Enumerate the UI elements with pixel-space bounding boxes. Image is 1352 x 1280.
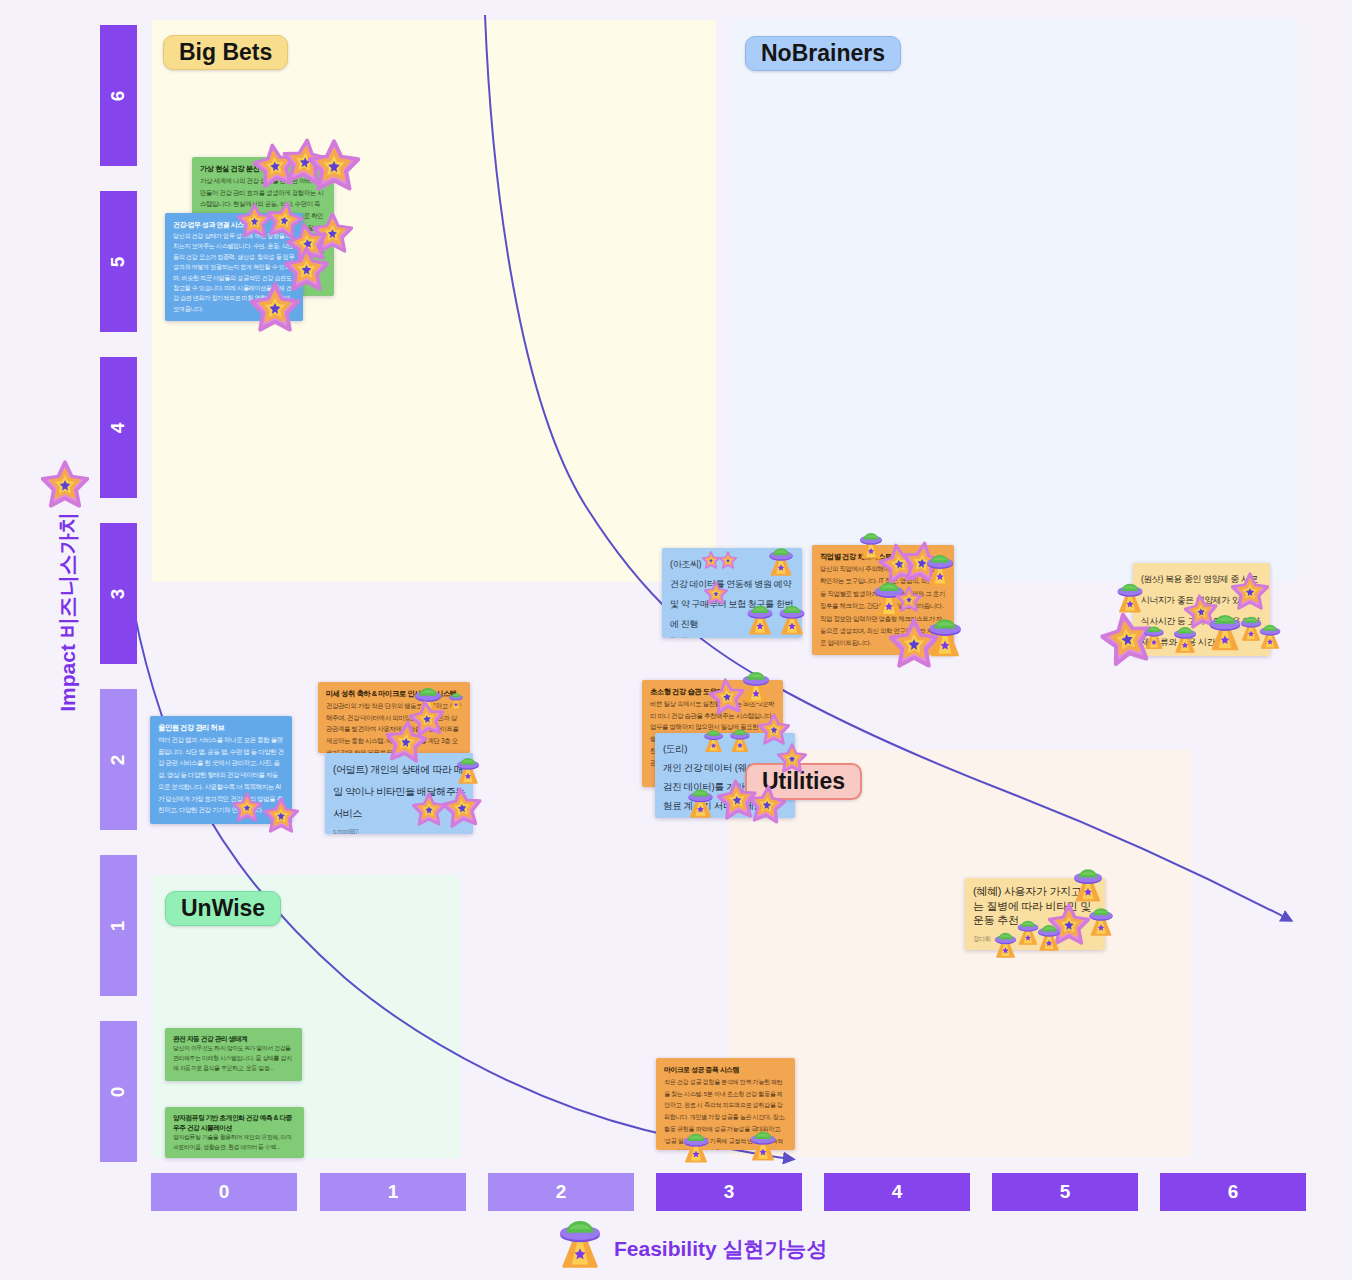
ufo-sticker-icon[interactable] [921,549,959,587]
star-sticker-icon[interactable] [383,718,429,764]
x-axis-tick-4: 4 [824,1173,970,1211]
y-axis-tick-3: 3 [100,523,137,664]
star-sticker-icon[interactable] [896,586,922,612]
ufo-sticker-icon[interactable] [683,784,718,819]
ufo-sticker-icon[interactable] [1140,622,1168,650]
prioritization-board: { "axes": { "y": {"title": "Impact 비즈니스가… [0,0,1352,1280]
ufo-sticker-icon[interactable] [990,928,1021,959]
star-sticker-icon[interactable] [702,551,720,569]
star-sticker-icon[interactable] [704,581,728,605]
quadrant-nobrainers [733,20,1297,580]
y-axis-tick-1: 1 [100,855,137,996]
star-sticker-icon[interactable] [250,282,300,332]
ufo-sticker-icon[interactable] [737,666,775,704]
note-title: 양자컴퓨팅 기반 초개인화 건강 예측 & 다중우주 건강 시뮬레이션 [173,1113,296,1133]
note-quantum-sim[interactable]: 양자컴퓨팅 기반 초개인화 건강 예측 & 다중우주 건강 시뮬레이션 양자컴퓨… [165,1107,304,1158]
quadrant-utilities [729,750,1191,1157]
x-axis-tick-2: 2 [488,1173,634,1211]
star-sticker-icon[interactable] [777,743,807,773]
star-sticker-icon[interactable] [746,783,787,824]
star-sticker-icon[interactable] [1231,572,1269,610]
y-axis-tick-5: 5 [100,191,137,332]
ufo-sticker-icon[interactable] [742,600,778,636]
star-sticker-icon[interactable] [263,797,299,833]
x-axis-title: Feasibility 실현가능성 [614,1235,828,1263]
ufo-sticker-icon[interactable] [1255,620,1285,650]
y-axis-tick-0: 0 [100,1021,137,1162]
star-sticker-icon[interactable] [232,792,262,822]
note-body: 양자컴퓨팅 기술을 활용하여 개인의 유전체, 마이크로바이옴, 생활습관, 환… [173,1133,296,1153]
y-axis-tick-6: 6 [100,25,137,166]
ufo-sticker-icon[interactable] [1068,863,1108,903]
x-axis-tick-6: 6 [1160,1173,1306,1211]
label-nobrainers[interactable]: NoBrainers [745,36,901,71]
ufo-sticker-icon[interactable] [1169,622,1201,654]
star-sticker-icon[interactable] [41,460,89,508]
ufo-sticker-icon[interactable] [745,1126,781,1162]
ufo-sticker-icon[interactable] [678,1128,714,1164]
note-body: 당신이 아무것도 하지 않아도 AI가 알아서 건강을 관리해주는 미래형 시스… [173,1044,294,1073]
x-axis-tick-5: 5 [992,1173,1138,1211]
star-sticker-icon[interactable] [440,785,484,829]
ufo-sticker-icon[interactable] [922,612,968,658]
x-axis-tick-0: 0 [151,1173,297,1211]
note-title: 올인원 건강 관리 허브 [158,722,284,734]
ufo-sticker-icon[interactable] [452,753,484,785]
ufo-sticker-icon[interactable] [551,1212,609,1270]
y-axis-tick-4: 4 [100,357,137,498]
label-unwise[interactable]: UnWise [165,891,281,926]
ufo-sticker-icon[interactable] [774,600,810,636]
label-big-bets[interactable]: Big Bets [163,35,288,70]
note-author: 김성현 [670,636,794,638]
x-axis-tick-3: 3 [656,1173,802,1211]
note-title: 마이크로 성공 증폭 시스템 [664,1064,787,1076]
note-auto-ecosystem[interactable]: 완전 자동 건강 관리 생태계 당신이 아무것도 하지 않아도 AI가 알아서 … [165,1028,302,1081]
y-axis-tick-2: 2 [100,689,137,830]
ufo-sticker-icon[interactable] [726,725,754,753]
x-axis-tick-1: 1 [320,1173,466,1211]
star-sticker-icon[interactable] [308,139,360,191]
ufo-sticker-icon[interactable] [446,690,466,710]
note-title: 완전 자동 건강 관리 생태계 [173,1034,294,1044]
y-axis-title: Impact 비즈니스가치 [54,507,82,717]
star-sticker-icon[interactable] [719,551,737,569]
ufo-sticker-icon[interactable] [764,543,798,577]
star-sticker-icon[interactable] [758,713,790,745]
ufo-sticker-icon[interactable] [700,726,727,753]
